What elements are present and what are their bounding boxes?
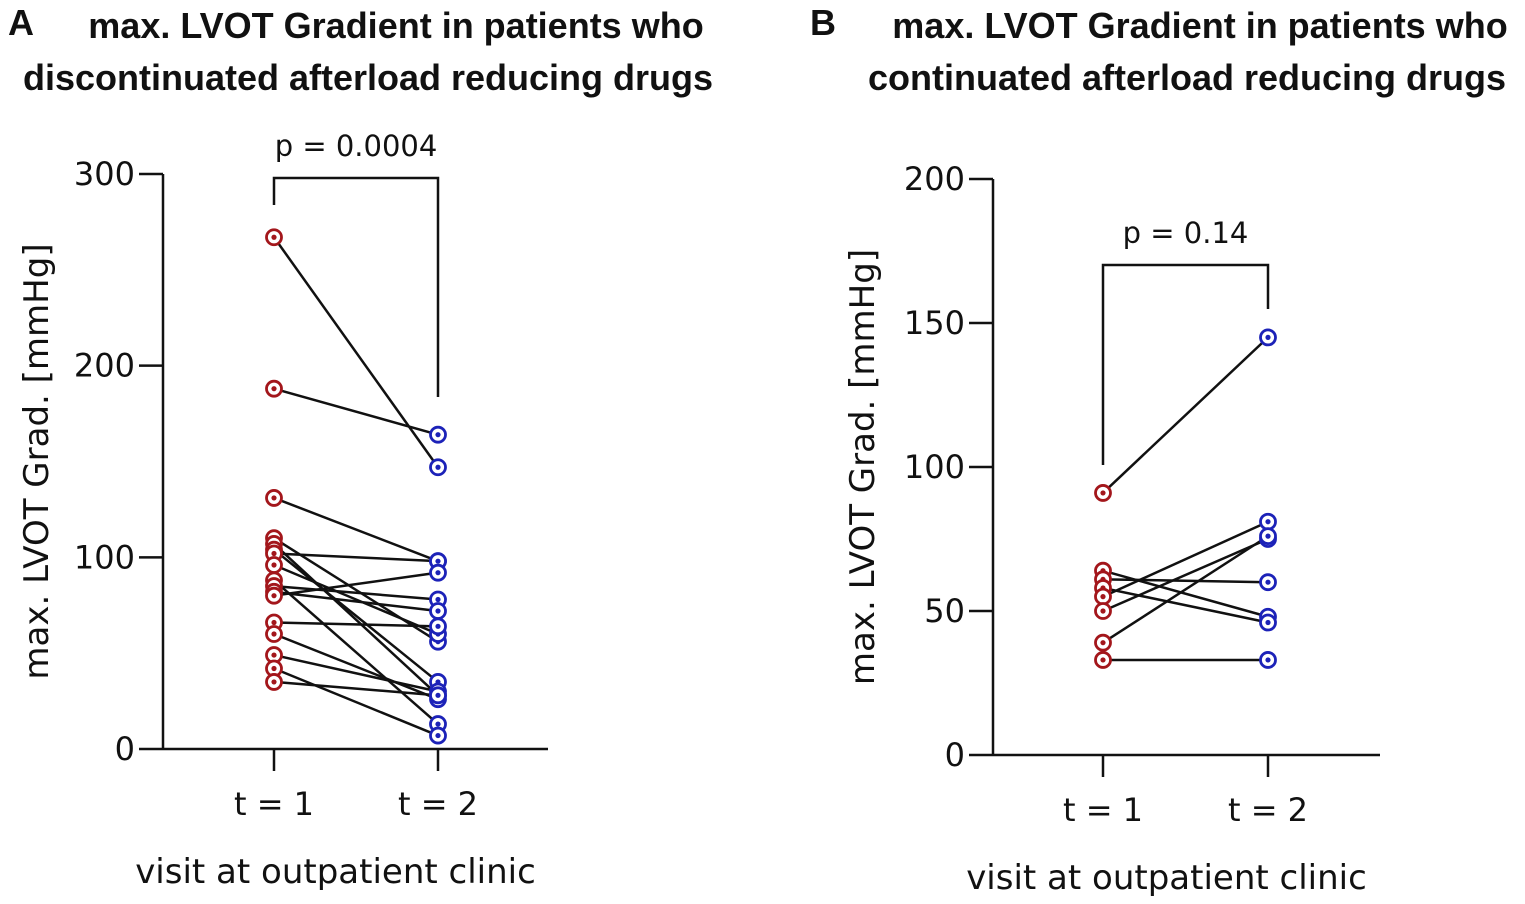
a-pair-line bbox=[273, 571, 439, 597]
a-significance-bracket bbox=[272, 176, 440, 397]
b-x-tick-label: t = 1 bbox=[1063, 791, 1143, 829]
b-point-t2-center bbox=[1265, 533, 1271, 539]
b-pair-line bbox=[1102, 535, 1269, 644]
b-pair-line bbox=[1102, 586, 1269, 624]
b-point-t2-center bbox=[1265, 519, 1271, 525]
a-pair-line bbox=[273, 680, 439, 697]
a-point-t2-center bbox=[435, 692, 441, 698]
a-pair-line bbox=[273, 621, 439, 628]
a-y-tick-label: 300 bbox=[74, 155, 135, 193]
a-point-t1-center bbox=[271, 619, 277, 626]
a-point-t1-center bbox=[271, 631, 277, 637]
a-pair-line bbox=[273, 590, 439, 613]
b-point-t2-center bbox=[1265, 334, 1271, 340]
b-point-t1-center bbox=[1100, 657, 1106, 663]
a-pair-line bbox=[272, 236, 440, 468]
a-point-t1-center bbox=[271, 652, 277, 658]
a-y-tick-label: 100 bbox=[74, 538, 135, 576]
b-pair-line bbox=[1102, 336, 1269, 494]
a-pair-line bbox=[273, 387, 439, 436]
b-pair-line bbox=[1102, 578, 1269, 584]
b-point-t1-center bbox=[1100, 490, 1106, 496]
a-point-t2-center bbox=[435, 721, 441, 727]
b-point-t1-center bbox=[1100, 608, 1106, 614]
a-point-t1-center bbox=[271, 679, 277, 685]
a-point-t1-center bbox=[271, 386, 277, 392]
b-y-tick-label: 0 bbox=[945, 736, 965, 774]
b-point-t2-center bbox=[1265, 579, 1271, 585]
b-point-t2-center bbox=[1265, 657, 1271, 663]
b-pair-line bbox=[1102, 520, 1269, 598]
panel-title-a: max. LVOT Gradient in patients who disco… bbox=[12, 0, 724, 104]
b-x-tick-label: t = 2 bbox=[1228, 791, 1308, 829]
a-point-t2-center bbox=[435, 732, 441, 739]
b-point-t1-center bbox=[1100, 640, 1106, 646]
panel-title-a-line-2: discontinuated afterload reducing drugs bbox=[22, 57, 714, 98]
a-pair-line bbox=[273, 496, 439, 563]
a-pair-line bbox=[273, 552, 439, 563]
a-pair-line bbox=[273, 548, 439, 683]
a-pair-line bbox=[273, 563, 439, 636]
a-point-t2-center bbox=[435, 464, 441, 470]
b-y-axis-title: max. LVOT Grad. [mmHg] bbox=[843, 249, 883, 685]
b-y-tick-label: 200 bbox=[904, 160, 965, 198]
a-pair-line bbox=[273, 653, 439, 693]
panel-title-a-line-1: max. LVOT Gradient in patients who bbox=[88, 5, 704, 46]
a-x-tick-label: t = 1 bbox=[234, 785, 314, 823]
a-point-t2-center bbox=[435, 558, 441, 564]
b-pair-line bbox=[1102, 537, 1269, 613]
a-point-t2-center bbox=[435, 623, 441, 629]
b-y-tick-label: 50 bbox=[924, 592, 965, 630]
panel-letter-a: A bbox=[8, 2, 34, 43]
a-pair-line bbox=[273, 632, 439, 701]
a-p-value: p = 0.0004 bbox=[275, 129, 438, 163]
a-point-t1-center bbox=[271, 665, 277, 672]
b-p-value: p = 0.14 bbox=[1123, 216, 1249, 250]
a-pair-line bbox=[273, 667, 439, 737]
b-y-tick-label: 100 bbox=[904, 448, 965, 486]
a-x-axis-title: visit at outpatient clinic bbox=[135, 852, 536, 892]
panel-title-b: max. LVOT Gradient in patients who conti… bbox=[852, 0, 1522, 104]
a-point-t1-center bbox=[271, 495, 277, 501]
a-pair-line bbox=[273, 579, 439, 726]
a-point-t2-center bbox=[435, 596, 441, 603]
panel-title-b-line-2: continuated afterload reducing drugs bbox=[867, 57, 1507, 98]
b-x-axis-title: visit at outpatient clinic bbox=[966, 858, 1367, 898]
panel-letter-b: B bbox=[810, 2, 836, 43]
a-y-tick-label: 0 bbox=[115, 730, 135, 768]
a-y-axis-title: max. LVOT Grad. [mmHg] bbox=[17, 243, 57, 679]
a-point-t2-center bbox=[435, 432, 441, 438]
panel-title-b-line-1: max. LVOT Gradient in patients who bbox=[892, 5, 1508, 46]
a-point-t1-center bbox=[271, 562, 277, 568]
a-point-t2-center bbox=[435, 608, 441, 614]
a-pair-line bbox=[273, 542, 439, 697]
a-point-t1-center bbox=[271, 234, 277, 240]
b-point-t2-center bbox=[1265, 619, 1271, 626]
b-y-tick-label: 150 bbox=[904, 304, 965, 342]
a-y-tick-label: 200 bbox=[74, 347, 135, 385]
b-pair-line bbox=[1102, 569, 1269, 618]
b-point-t1-center bbox=[1100, 594, 1106, 600]
a-point-t1-center bbox=[271, 593, 277, 599]
a-pair-line bbox=[273, 584, 439, 601]
a-point-t1-center bbox=[271, 550, 277, 557]
a-point-t2-center bbox=[435, 570, 441, 576]
b-significance-bracket bbox=[1101, 263, 1270, 465]
a-x-tick-label: t = 2 bbox=[398, 785, 478, 823]
